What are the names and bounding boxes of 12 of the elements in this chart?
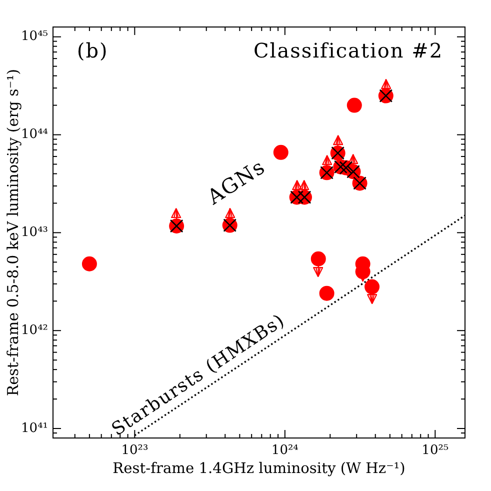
- y-tick-label: 10⁴³: [21, 225, 48, 240]
- y-tick-label: 10⁴¹: [21, 420, 48, 436]
- y-tick-label: 10⁴²: [21, 322, 48, 338]
- y-tick-label: 10⁴⁵: [21, 29, 48, 44]
- annotation: Classification #2: [253, 38, 444, 63]
- y-axis-title: Rest-frame 0.5-8.0 keV luminosity (erg s⁻¹): [4, 68, 22, 396]
- x-tick-label: 10²⁵: [422, 443, 449, 458]
- x-axis-title: Rest-frame 1.4GHz luminosity (W Hz⁻¹): [112, 460, 406, 478]
- x-tick-label: 10²⁴: [271, 443, 298, 458]
- y-tick-label: 10⁴⁴: [21, 127, 48, 142]
- x-tick-label: 10²³: [121, 443, 148, 458]
- annotation: (b): [76, 38, 108, 63]
